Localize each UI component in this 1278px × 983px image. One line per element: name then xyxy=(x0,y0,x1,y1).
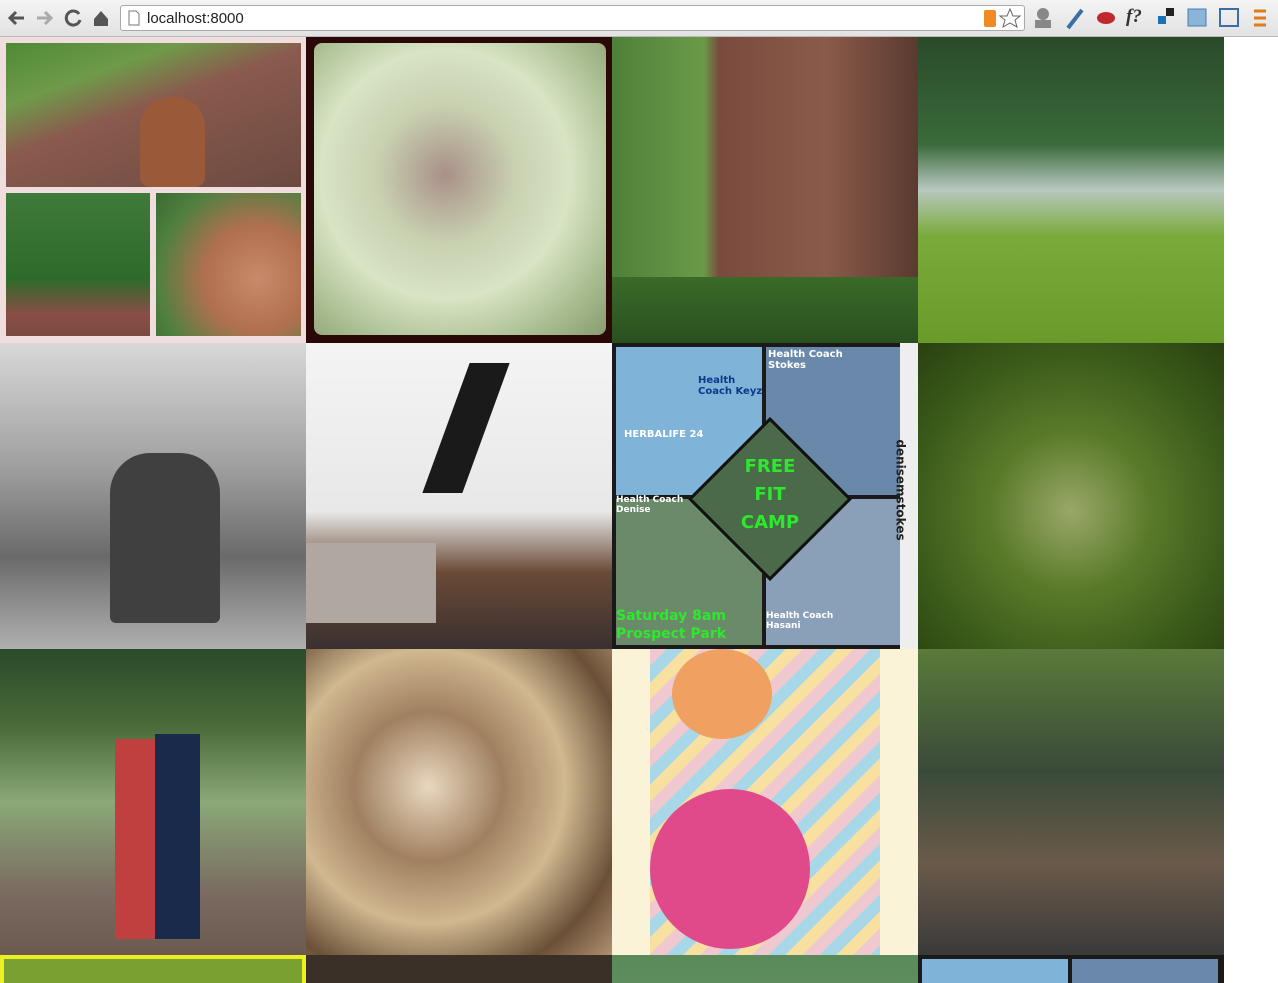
photo-wood-texture[interactable] xyxy=(306,649,612,955)
reload-button[interactable] xyxy=(64,9,82,27)
photo-food[interactable] xyxy=(612,649,918,955)
photo-fitness-flyer[interactable]: Health Coach Keyz Health Coach Stokes HE… xyxy=(612,343,918,649)
home-button[interactable] xyxy=(94,11,108,26)
address-bar[interactable]: localhost:8000 xyxy=(120,5,1025,31)
nav-buttons[interactable] xyxy=(0,0,115,37)
photo-couple-bench[interactable] xyxy=(0,343,306,649)
photo-park-lawn[interactable] xyxy=(918,37,1224,343)
photo-brownstone[interactable] xyxy=(612,37,918,343)
photo-waterfall[interactable] xyxy=(918,343,1224,649)
flyer-text: Health Coach Hasani xyxy=(766,611,834,631)
photo-collage-dog[interactable] xyxy=(0,37,306,343)
photo-wedding-couple[interactable] xyxy=(0,649,306,955)
flyer-text: Health Coach Keyz xyxy=(698,375,763,397)
extension-icons-2[interactable] xyxy=(1150,0,1278,37)
flyer-headline: FREE FIT CAMP xyxy=(740,456,800,533)
extension-icons[interactable] xyxy=(1030,0,1150,37)
photo-pergola[interactable] xyxy=(918,649,1224,955)
forward-button[interactable] xyxy=(37,10,54,26)
photo-grid: Health Coach Keyz Health Coach Stokes HE… xyxy=(0,37,1224,983)
photo-partial[interactable] xyxy=(918,955,1224,983)
flyer-handle: denisemstokes xyxy=(893,439,908,541)
url: localhost:8000 xyxy=(147,10,244,27)
back-button[interactable] xyxy=(7,10,24,26)
flyer-text: Health Coach Denise xyxy=(616,495,684,515)
page-icon xyxy=(128,10,140,26)
photo-partial[interactable] xyxy=(306,955,612,983)
flyer-text: Saturday 8am Prospect Park xyxy=(616,608,727,642)
browser-toolbar: localhost:8000 f? xyxy=(0,0,1278,37)
photo-interior[interactable] xyxy=(306,343,612,649)
flyer-text: HERBALIFE 24 xyxy=(624,429,704,440)
photo-partial[interactable] xyxy=(0,955,306,983)
omnibox-icons[interactable] xyxy=(982,7,1022,29)
photo-partial[interactable] xyxy=(612,955,918,983)
flyer-text: Health Coach Stokes xyxy=(768,349,843,371)
photo-leaves[interactable] xyxy=(306,37,612,343)
extension-icon-text[interactable]: f? xyxy=(1126,6,1142,27)
